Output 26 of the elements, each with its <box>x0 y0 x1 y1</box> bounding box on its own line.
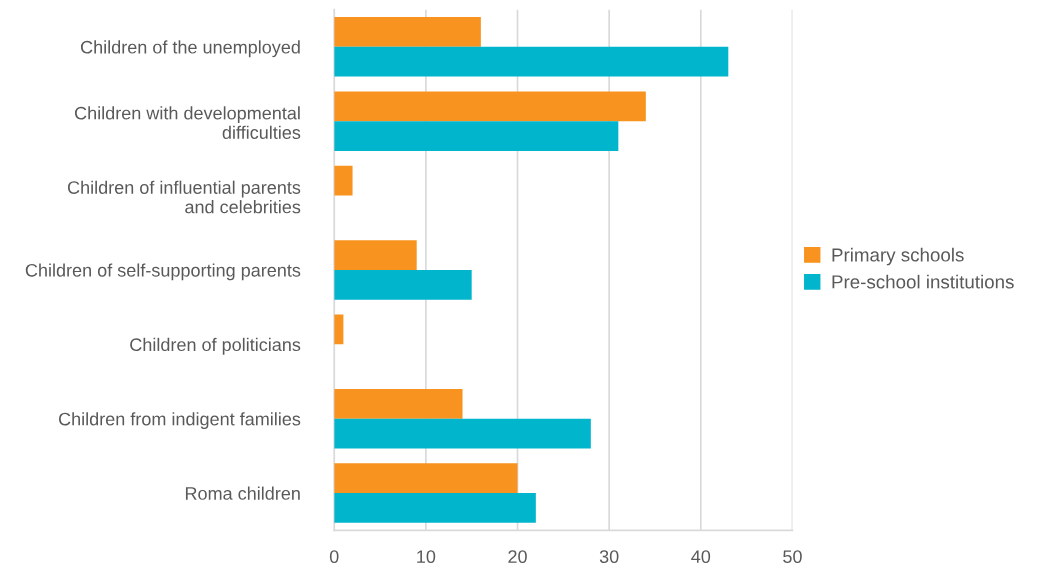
x-tick-label: 30 <box>599 550 619 564</box>
bar <box>334 269 472 300</box>
y-tick-label: Children of politicians <box>130 337 301 355</box>
x-tick-label: 40 <box>691 550 711 564</box>
bar <box>334 46 729 77</box>
y-tick-label: Roma children <box>185 486 300 500</box>
x-tick-label: 0 <box>329 550 339 564</box>
x-tick-label: 10 <box>417 550 436 564</box>
y-tick-label: Children of influential parents and celebrities <box>67 180 301 214</box>
bar <box>334 388 463 419</box>
bar <box>334 121 619 151</box>
y-tick-label: Children of self-supporting parents <box>25 263 301 281</box>
bar <box>334 493 536 523</box>
bar <box>334 165 353 196</box>
bar <box>334 418 591 449</box>
y-tick-label: Children from indigent families <box>58 412 301 430</box>
legend-label: Primary schools <box>832 247 964 266</box>
bar <box>334 463 518 494</box>
y-tick-label: Children with developmental difficulties <box>74 106 301 139</box>
legend-label: Pre-school institutions <box>832 274 1014 289</box>
bar <box>334 17 481 47</box>
x-tick-label: 20 <box>508 550 527 564</box>
y-tick-label: Children of the unemployed <box>81 40 300 58</box>
bar <box>334 240 417 270</box>
bar <box>334 91 646 122</box>
x-tick-label: 50 <box>783 550 802 564</box>
